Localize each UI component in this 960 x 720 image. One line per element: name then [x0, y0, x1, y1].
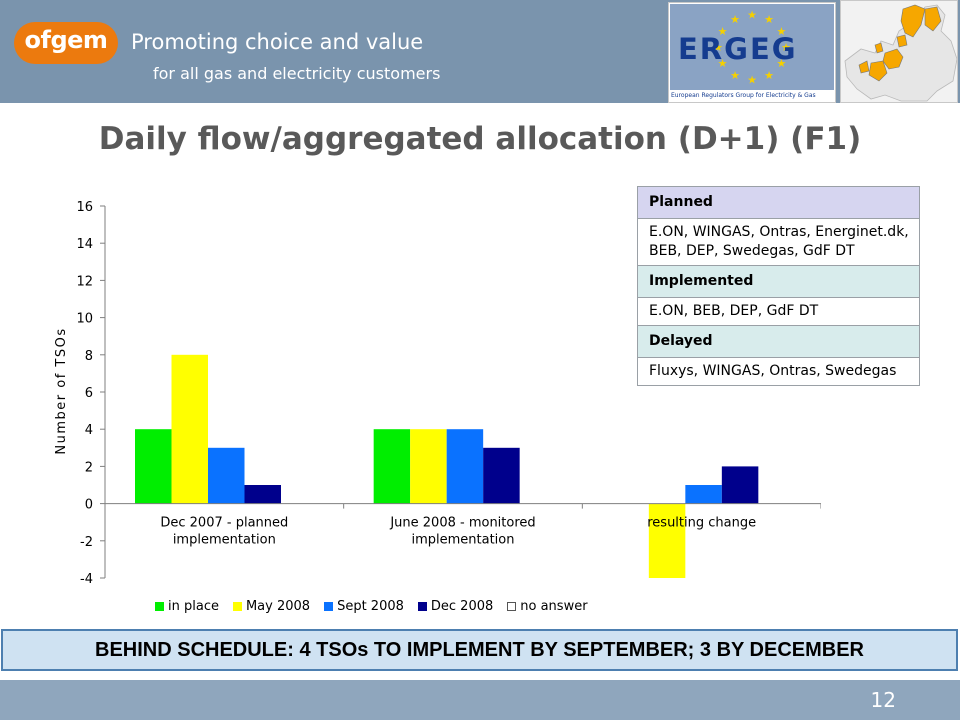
- planned-list-row: E.ON, WINGAS, Ontras, Energinet.dk, BEB,…: [637, 218, 920, 266]
- y-tick-label: 4: [85, 423, 93, 438]
- delayed-header-row: Delayed: [637, 325, 920, 358]
- eu-star-icon: ★: [713, 41, 723, 54]
- legend-item: May 2008: [232, 598, 311, 614]
- delayed-label: Delayed: [637, 325, 920, 358]
- bar-dec-2008: [244, 485, 281, 504]
- bar-chart-svg: -4 -2 0 2 4 6 8 10 12 14 16 Dec 2007 - planned imple…: [54, 200, 821, 587]
- implemented-list-row: E.ON, BEB, DEP, GdF DT: [637, 297, 920, 326]
- x-category-label: implementation: [173, 533, 276, 548]
- tagline-line-1: Promoting choice and value: [131, 30, 424, 54]
- legend-label: in place: [168, 598, 219, 614]
- eu-star-icon: ★: [747, 9, 757, 22]
- europe-map-icon: [841, 1, 957, 102]
- bar-dec-2008: [721, 466, 759, 504]
- legend-item: no answer: [507, 598, 588, 614]
- y-tick-label: 8: [85, 349, 93, 364]
- delayed-list-row: Fluxys, WINGAS, Ontras, Swedegas: [637, 357, 920, 386]
- x-category-label: June 2008 - monitored: [389, 516, 535, 531]
- ergeg-subtitle: European Regulators Group for Electricit…: [671, 92, 816, 99]
- bar-in-place: [135, 429, 172, 504]
- x-category-label: Dec 2007 - planned: [160, 516, 288, 531]
- y-tick-label: 16: [76, 200, 93, 215]
- y-tick-label: 6: [85, 386, 93, 401]
- tagline-line-2: for all gas and electricity customers: [153, 64, 441, 83]
- y-tick-label: 12: [76, 274, 93, 289]
- y-axis-title: Number of TSOs: [54, 327, 69, 454]
- y-tick-label: -2: [80, 535, 93, 550]
- eu-flag-background: ★ ★ ★ ★ ★ ★ ★ ★ ★ ★ ★ ★ ERGEG: [670, 4, 834, 90]
- eu-star-icon: ★: [747, 73, 757, 86]
- legend-swatch: [507, 601, 517, 611]
- ergeg-logo: ★ ★ ★ ★ ★ ★ ★ ★ ★ ★ ★ ★ ERGEG European Regulators G…: [668, 2, 836, 103]
- legend-swatch: [324, 601, 334, 611]
- ofgem-logo-text: ofgem: [24, 26, 108, 54]
- eu-star-icon: ★: [718, 57, 728, 70]
- schedule-banner: BEHIND SCHEDULE: 4 TSOs TO IMPLEMENT BY …: [1, 629, 958, 671]
- planned-header-row: Planned: [637, 186, 920, 219]
- planned-list: E.ON, WINGAS, Ontras, Energinet.dk, BEB,…: [637, 218, 920, 266]
- eu-star-icon: ★: [718, 25, 728, 38]
- y-tick-label: 0: [85, 498, 93, 513]
- legend-item: in place: [155, 599, 219, 614]
- legend-label: Sept 2008: [337, 598, 404, 614]
- status-table: Planned E.ON, WINGAS, Ontras, Energinet.…: [637, 186, 920, 386]
- legend-swatch: [417, 601, 427, 611]
- eu-star-icon: ★: [781, 41, 791, 54]
- chart-legend: in place May 2008 Sept 2008 Dec 2008 no answ…: [155, 597, 602, 615]
- implemented-list: E.ON, BEB, DEP, GdF DT: [637, 297, 920, 326]
- footer-band: 12: [0, 680, 960, 720]
- legend-label: Dec 2008: [430, 598, 494, 614]
- y-tick-label: 14: [76, 237, 93, 252]
- eu-stars-icon: ★ ★★★★★★★★★★★: [713, 9, 791, 87]
- legend-item: Sept 2008: [324, 599, 404, 614]
- y-tick-label: 2: [85, 460, 93, 475]
- legend-label: May 2008: [245, 598, 311, 614]
- europe-map-image: [840, 0, 958, 103]
- planned-label: Planned: [637, 186, 920, 219]
- eu-star-icon: ★: [777, 57, 787, 70]
- page-number: 12: [870, 688, 896, 712]
- bar-dec-2008: [483, 447, 520, 504]
- bar-sept-2008: [208, 447, 245, 504]
- bar-sept-2008: [446, 429, 484, 504]
- legend-label: no answer: [520, 598, 588, 614]
- slide-title: Daily flow/aggregated allocation (D+1) (…: [98, 121, 862, 157]
- y-tick-label: -4: [80, 572, 93, 587]
- delayed-list: Fluxys, WINGAS, Ontras, Swedegas: [637, 357, 920, 386]
- bar-may-2008: [648, 503, 686, 578]
- legend-item: Dec 2008: [417, 598, 494, 614]
- eu-star-icon: ★: [764, 13, 774, 26]
- header-band: ofgem Promoting choice and value for all…: [0, 0, 960, 103]
- eu-star-icon: ★: [777, 25, 787, 38]
- bar-sept-2008: [685, 485, 722, 504]
- eu-star-icon: ★: [730, 13, 740, 26]
- legend-swatch: [155, 601, 164, 611]
- x-category-label: resulting change: [647, 516, 756, 531]
- implemented-label: Implemented: [637, 265, 920, 298]
- eu-star-icon: ★: [764, 69, 774, 82]
- ofgem-logo: ofgem: [14, 22, 118, 64]
- legend-swatch: [232, 601, 242, 611]
- bar-may-2008: [410, 429, 447, 504]
- bar-may-2008: [171, 354, 208, 504]
- ergeg-letters: ERGEG: [678, 32, 798, 66]
- eu-star-icon: ★: [730, 69, 740, 82]
- implemented-header-row: Implemented: [637, 265, 920, 298]
- y-tick-label: 10: [76, 312, 93, 327]
- x-category-label: implementation: [411, 533, 514, 548]
- bar-in-place: [373, 429, 411, 504]
